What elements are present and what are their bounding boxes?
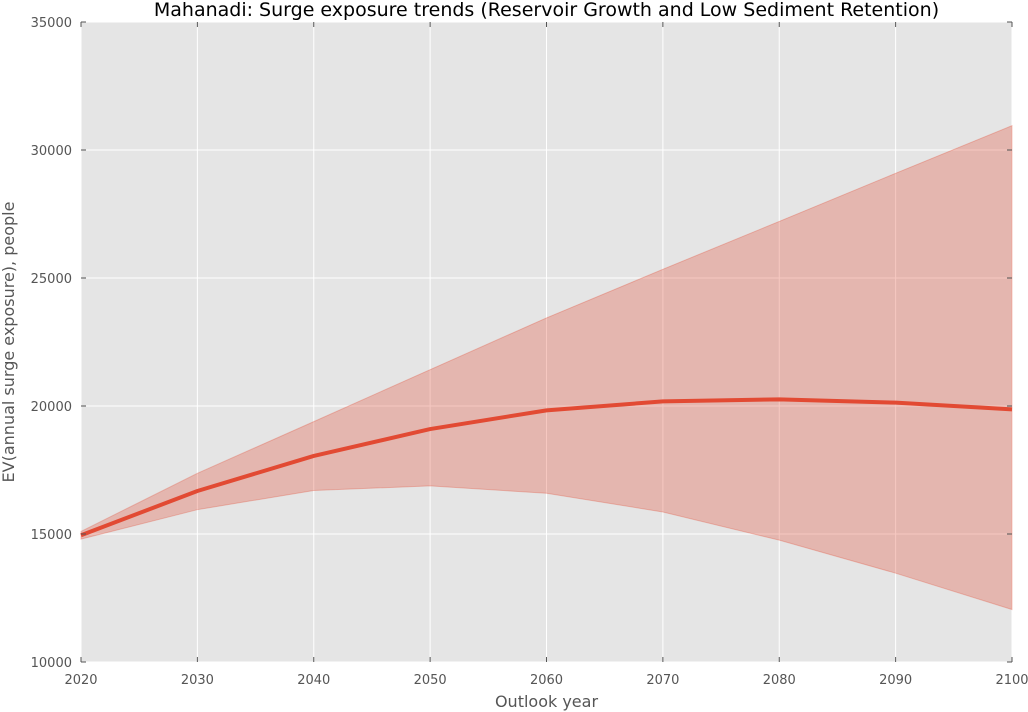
x-tick-label: 2100 bbox=[995, 673, 1028, 688]
x-axis-label: Outlook year bbox=[495, 692, 599, 711]
x-tick-label: 2090 bbox=[879, 673, 912, 688]
y-axis-label: EV(annual surge exposure), people bbox=[0, 202, 18, 483]
x-tick-label: 2070 bbox=[646, 673, 679, 688]
axis-ticks bbox=[80, 21, 1013, 663]
y-tick-label: 35000 bbox=[31, 16, 72, 31]
y-tick-label: 20000 bbox=[31, 400, 72, 415]
x-tick-labels: 2020 2030 2040 2050 2060 2070 2080 2090 2100 bbox=[64, 673, 1028, 688]
x-tick-label: 2080 bbox=[763, 673, 796, 688]
uncertainty-band bbox=[80, 124, 1013, 611]
chart-title: Mahanadi: Surge exposure trends (Reservo… bbox=[154, 0, 939, 21]
x-tick-label: 2060 bbox=[530, 673, 563, 688]
x-tick-label: 2020 bbox=[64, 673, 97, 688]
y-tick-labels: 10000 15000 20000 25000 30000 35000 bbox=[31, 16, 72, 671]
x-tick-label: 2030 bbox=[181, 673, 214, 688]
y-tick-label: 10000 bbox=[31, 656, 72, 671]
y-tick-label: 15000 bbox=[31, 528, 72, 543]
y-tick-label: 25000 bbox=[31, 272, 72, 287]
x-tick-label: 2040 bbox=[297, 673, 330, 688]
ev-series-line bbox=[80, 397, 1013, 538]
y-tick-label: 30000 bbox=[31, 144, 72, 159]
x-tick-label: 2050 bbox=[414, 673, 447, 688]
